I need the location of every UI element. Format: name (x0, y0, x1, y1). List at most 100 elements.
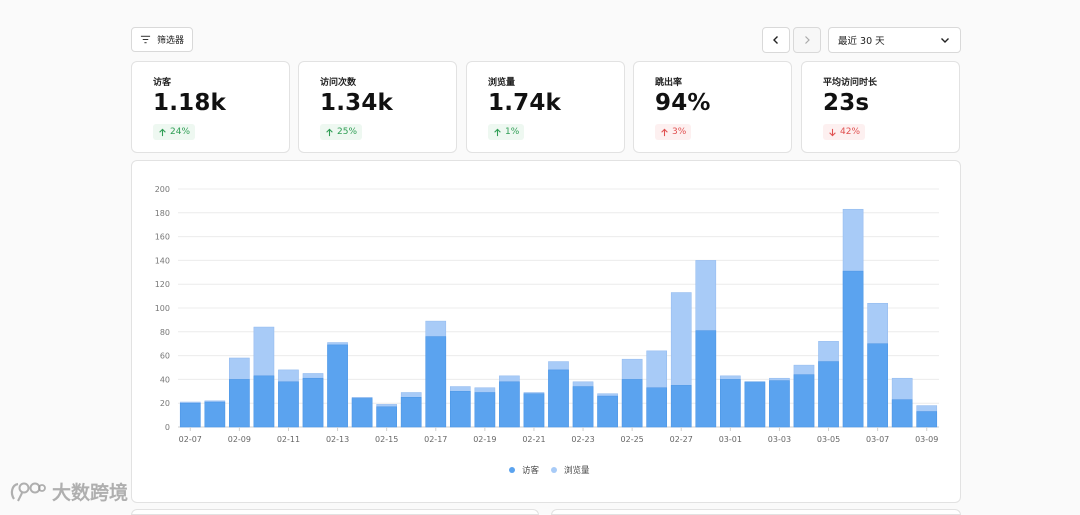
x-tick-label: 03-01 (719, 435, 742, 444)
x-tick-label: 02-21 (522, 435, 545, 444)
metric-card-avg-duration[interactable]: 平均访问时长 23s 42% (801, 61, 960, 153)
bar-visitors (327, 344, 348, 428)
y-tick-label: 60 (160, 352, 170, 361)
metric-label: 平均访问时长 (823, 78, 878, 88)
bar-visitors (302, 377, 324, 428)
previous-period-button[interactable] (762, 27, 790, 53)
x-tick-label: 02-17 (424, 435, 447, 444)
metric-delta-value: 24% (170, 127, 191, 137)
legend-label: 浏览量 (564, 465, 590, 476)
filter-button[interactable]: 筛选器 (131, 27, 193, 52)
x-tick-label: 03-05 (817, 435, 840, 444)
watermark-text: 大数跨境 (52, 482, 129, 504)
metrics-row: 访客 1.18k 24% 访问次数 1.34k 25% 浏览量 1.74k 1%… (131, 61, 961, 153)
date-range-value: 最近 30 天 (838, 36, 885, 47)
metric-delta-badge: 1% (488, 124, 525, 140)
panel-top-edge-left (131, 509, 539, 515)
date-range-select[interactable]: 最近 30 天 (828, 27, 961, 53)
arrow-down-icon (829, 128, 836, 136)
bar-visitors (793, 374, 815, 428)
metric-delta-value: 1% (505, 127, 520, 137)
metric-label: 访客 (153, 78, 172, 88)
x-tick-label: 02-15 (375, 435, 398, 444)
y-tick-label: 160 (155, 233, 170, 242)
bar-chart[interactable]: 0 20 40 60 80 100 120 140 160 180 200 02-07 02-09 02-… (132, 161, 962, 504)
x-tick-label: 02-11 (277, 435, 300, 444)
chevron-right-icon (805, 36, 810, 44)
bar-visitors (916, 411, 938, 428)
bar-visitors (278, 381, 299, 428)
bar-visitors (179, 402, 201, 428)
next-period-button[interactable] (793, 27, 821, 53)
bar-visitors (425, 336, 447, 428)
bar-visitors (842, 270, 864, 428)
bar-visitors (229, 379, 250, 428)
metric-value: 1.18k (153, 90, 227, 116)
bar-visitors (572, 386, 594, 428)
legend-label: 访客 (522, 465, 540, 476)
x-tick-label: 03-03 (768, 435, 791, 444)
legend-swatch (551, 467, 557, 473)
chevron-left-icon (773, 36, 778, 44)
y-tick-label: 100 (155, 304, 170, 313)
metric-delta-badge: 25% (320, 124, 363, 140)
bar-visitors (253, 375, 275, 428)
x-tick-label: 02-19 (473, 435, 496, 444)
legend-swatch (509, 467, 515, 473)
chart-card: 0 20 40 60 80 100 120 140 160 180 200 02-07 02-09 02-… (131, 160, 961, 503)
x-tick-label: 02-09 (228, 435, 251, 444)
x-tick-label: 03-07 (866, 435, 889, 444)
panel-top-edge-right (551, 509, 961, 515)
bar-visitors (597, 395, 618, 428)
y-tick-label: 200 (155, 185, 170, 194)
filter-icon (140, 35, 151, 44)
metric-delta-badge: 42% (823, 124, 866, 140)
metric-label: 浏览量 (488, 78, 516, 88)
metric-value: 1.74k (488, 90, 562, 116)
arrow-up-icon (159, 128, 166, 136)
metric-value: 23s (823, 90, 870, 116)
bar-visitors (695, 330, 717, 428)
watermark: 大数跨境 (8, 478, 128, 505)
x-tick-label: 02-25 (621, 435, 644, 444)
filter-button-label: 筛选器 (156, 36, 184, 46)
bar-visitors (769, 380, 790, 428)
bar-visitors (400, 397, 422, 428)
y-tick-label: 40 (160, 375, 170, 384)
metric-value: 1.34k (320, 90, 394, 116)
toolbar: 筛选器 最近 30 天 (131, 27, 961, 54)
bar-visitors (449, 391, 471, 428)
bar-visitors (867, 343, 888, 428)
x-tick-label: 02-27 (670, 435, 693, 444)
bar-visitors (351, 398, 373, 428)
metric-delta-value: 42% (840, 127, 861, 137)
metric-delta-badge: 3% (655, 124, 692, 140)
bar-visitors (670, 385, 692, 428)
x-tick-label: 02-13 (326, 435, 349, 444)
bar-visitors (523, 393, 545, 428)
metric-card-bounce-rate[interactable]: 跳出率 94% 3% (633, 61, 792, 153)
metric-card-pageviews[interactable]: 浏览量 1.74k 1% (466, 61, 625, 153)
bar-visitors (499, 381, 520, 428)
chevron-down-icon (941, 38, 949, 43)
metric-label: 跳出率 (655, 78, 683, 88)
watermark-logo-icon (10, 482, 46, 501)
metric-card-visits[interactable]: 访问次数 1.34k 25% (298, 61, 457, 153)
y-tick-label: 140 (155, 256, 170, 265)
bar-visitors (548, 369, 569, 428)
x-tick-label: 02-07 (179, 435, 202, 444)
metric-delta-value: 3% (672, 127, 687, 137)
arrow-up-icon (326, 128, 333, 136)
bar-visitors (891, 399, 913, 428)
metric-delta-value: 25% (337, 127, 358, 137)
bar-visitors (376, 406, 397, 428)
metric-card-visitors[interactable]: 访客 1.18k 24% (131, 61, 290, 153)
bar-visitors (204, 401, 226, 428)
arrow-up-icon (661, 128, 668, 136)
arrow-up-icon (494, 128, 501, 136)
y-tick-label: 180 (155, 209, 170, 218)
bar-visitors (621, 379, 643, 428)
y-tick-label: 120 (155, 280, 170, 289)
bar-visitors (646, 387, 668, 428)
y-tick-label: 0 (165, 423, 170, 432)
